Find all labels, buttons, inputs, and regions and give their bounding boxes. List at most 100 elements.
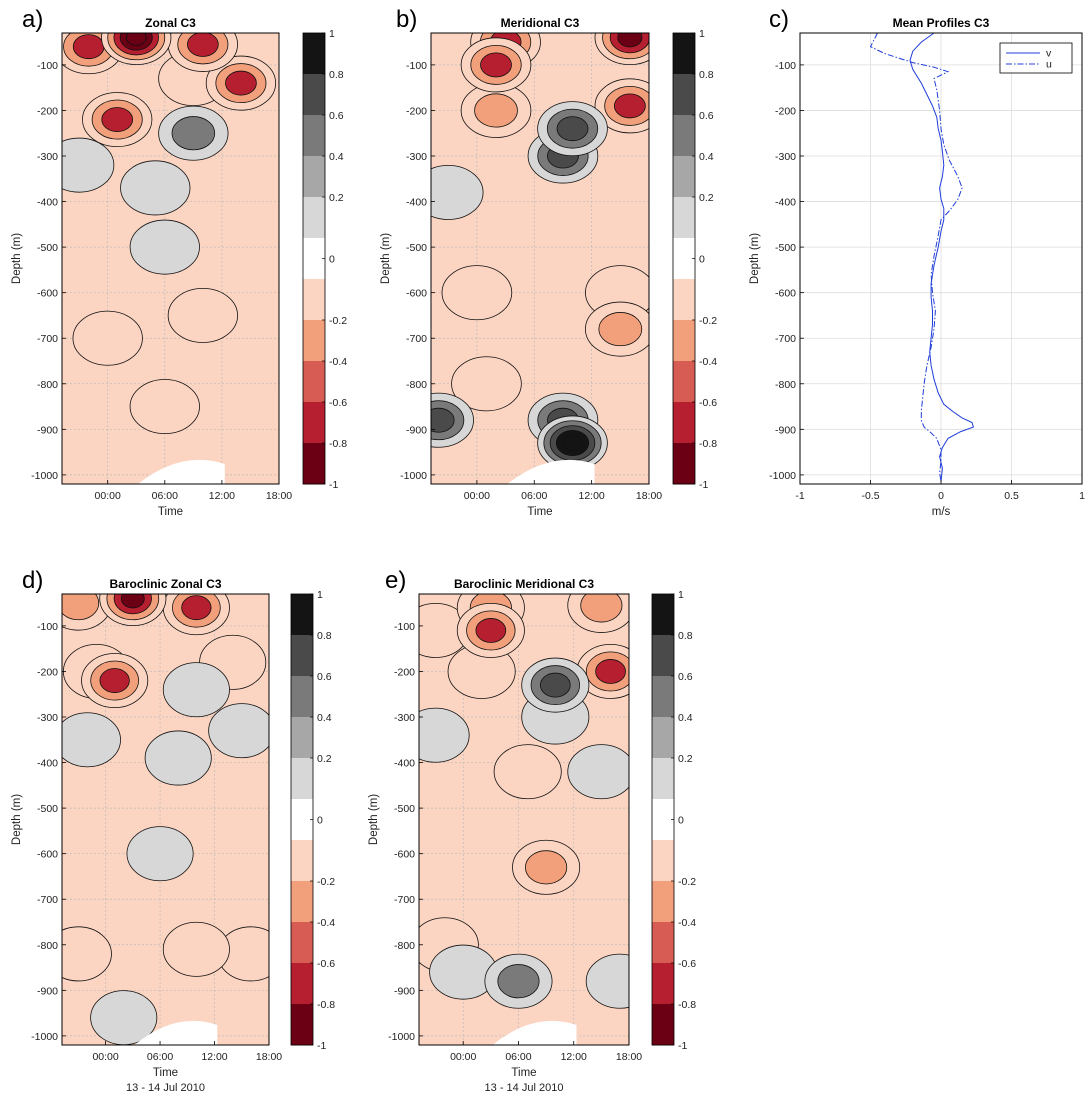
contour-blob <box>494 745 561 799</box>
x-axis-label: m/s <box>932 506 951 518</box>
colorbar-tick-label: -0.6 <box>317 958 335 970</box>
x-tick-label: 0 <box>938 490 944 502</box>
y-tick-label: -200 <box>406 105 427 117</box>
contour-blob <box>121 161 190 215</box>
colorbar-tick-label: 0.4 <box>317 712 332 724</box>
colorbar-swatch <box>652 881 674 923</box>
x-tick-label: 12:00 <box>561 1051 587 1063</box>
colorbar-tick-label: 0.2 <box>699 192 714 204</box>
contour-blob <box>540 673 570 697</box>
colorbar-swatch <box>291 922 313 964</box>
x-tick-label: 18:00 <box>636 490 662 502</box>
y-tick-label: -300 <box>37 712 58 724</box>
panel-b: -100-200-300-400-500-600-700-800-900-100… <box>380 6 717 518</box>
contour-blob <box>481 53 512 77</box>
contour-blob <box>145 731 211 785</box>
colorbar-swatch <box>673 402 695 444</box>
contour-blob <box>130 379 199 433</box>
y-tick-label: -700 <box>37 894 58 906</box>
colorbar-tick-label: 0 <box>317 815 323 827</box>
contour-blob <box>126 30 146 45</box>
contour-blob <box>599 312 642 345</box>
contour-blob <box>163 663 229 717</box>
x-tick-label: 18:00 <box>616 1051 642 1063</box>
y-tick-label: -500 <box>406 242 427 254</box>
colorbar-swatch <box>652 1004 674 1046</box>
contour-blob <box>413 165 483 219</box>
colorbar-tick-label: 0.2 <box>317 753 332 765</box>
panel-d: -100-200-300-400-500-600-700-800-900-100… <box>11 567 335 1094</box>
colorbar-swatch <box>673 74 695 116</box>
colorbar-swatch <box>303 361 325 403</box>
contour-blob <box>121 589 144 608</box>
contour-blob <box>73 311 142 365</box>
contour-blob <box>73 35 104 59</box>
x-tick-label: 00:00 <box>464 490 490 502</box>
y-tick-label: -800 <box>775 379 796 391</box>
date-subtitle: 13 - 14 Jul 2010 <box>485 1082 564 1094</box>
y-tick-label: -1000 <box>769 470 796 482</box>
x-axis-label: Time <box>511 1067 536 1079</box>
colorbar-tick-label: 0.8 <box>678 630 693 642</box>
colorbar-tick-label: -0.8 <box>678 999 696 1011</box>
panel-e: -100-200-300-400-500-600-700-800-900-100… <box>368 567 696 1094</box>
y-tick-label: -400 <box>406 197 427 209</box>
colorbar-tick-label: 0.6 <box>317 671 332 683</box>
y-tick-label: -600 <box>37 288 58 300</box>
colorbar-swatch <box>303 74 325 116</box>
y-tick-label: -1000 <box>388 1031 415 1043</box>
colorbar-tick-label: -1 <box>329 479 338 491</box>
y-tick-label: -600 <box>394 849 415 861</box>
x-axis-label: Time <box>153 1067 178 1079</box>
panel-c: -100-200-300-400-500-600-700-800-900-100… <box>749 6 1085 518</box>
y-tick-label: -700 <box>406 333 427 345</box>
colorbar-tick-label: -0.8 <box>699 438 717 450</box>
y-tick-label: -300 <box>775 151 796 163</box>
x-tick-label: 12:00 <box>201 1051 227 1063</box>
y-axis-label: Depth (m) <box>380 233 392 284</box>
contour-blob <box>172 117 215 150</box>
colorbar-swatch <box>303 320 325 362</box>
colorbar-tick-label: -0.6 <box>329 397 347 409</box>
y-tick-label: -900 <box>37 424 58 436</box>
y-tick-label: -1000 <box>31 1031 58 1043</box>
contour-blob <box>563 435 583 450</box>
y-tick-label: -100 <box>394 621 415 633</box>
y-tick-label: -400 <box>37 197 58 209</box>
colorbar-swatch <box>673 443 695 485</box>
x-axis-label: Time <box>527 506 552 518</box>
panel-a: -100-200-300-400-500-600-700-800-900-100… <box>11 6 347 518</box>
colorbar-swatch <box>291 676 313 718</box>
colorbar-tick-label: -0.6 <box>678 958 696 970</box>
y-tick-label: -900 <box>37 985 58 997</box>
y-tick-label: -200 <box>37 105 58 117</box>
y-tick-label: -200 <box>775 105 796 117</box>
x-tick-label: 06:00 <box>152 490 178 502</box>
colorbar-swatch <box>303 443 325 485</box>
colorbar-tick-label: -1 <box>317 1040 326 1052</box>
x-tick-label: 1 <box>1079 490 1085 502</box>
panel-title: Baroclinic Meridional C3 <box>454 577 594 591</box>
colorbar-tick-label: -1 <box>678 1040 687 1052</box>
colorbar-tick-label: 0.6 <box>699 110 714 122</box>
y-tick-label: -700 <box>394 894 415 906</box>
y-tick-label: -600 <box>37 849 58 861</box>
y-tick-label: -400 <box>37 758 58 770</box>
contour-blob <box>442 266 512 320</box>
x-tick-label: 06:00 <box>521 490 547 502</box>
colorbar-swatch <box>673 361 695 403</box>
colorbar-swatch <box>673 320 695 362</box>
x-tick-label: 06:00 <box>147 1051 173 1063</box>
colorbar-tick-label: 0.6 <box>678 671 693 683</box>
colorbar-tick-label: 1 <box>699 28 705 40</box>
colorbar-tick-label: -0.2 <box>678 876 696 888</box>
contour-blob <box>163 922 229 976</box>
panel-title: Baroclinic Zonal C3 <box>109 577 221 591</box>
colorbar-tick-label: -0.4 <box>317 917 335 929</box>
y-tick-label: -900 <box>406 424 427 436</box>
colorbar: 1 0.8 0.6 0.4 0.2 0 -0.2 -0.4 -0.6 -0.8 -1 <box>652 589 696 1052</box>
colorbar-tick-label: -1 <box>699 479 708 491</box>
contour-blob <box>596 659 626 683</box>
colorbar-tick-label: 0.8 <box>699 69 714 81</box>
